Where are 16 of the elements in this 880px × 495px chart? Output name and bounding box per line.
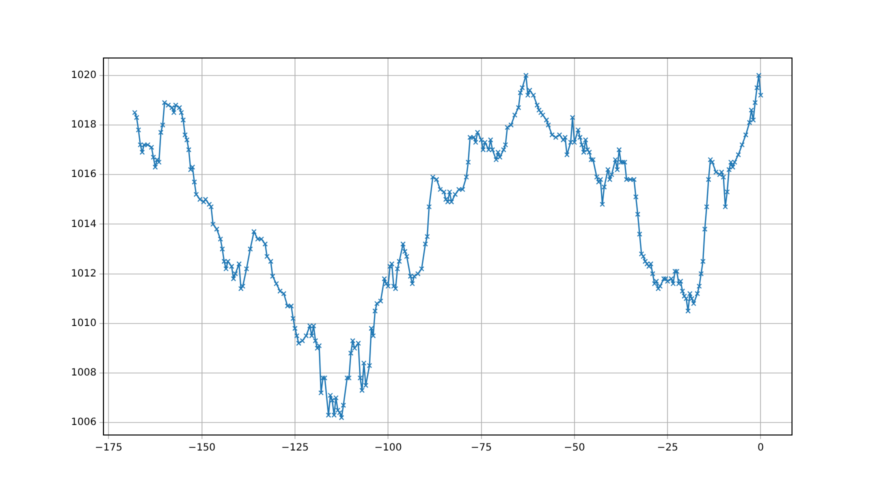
x-tick-label: −50 xyxy=(564,442,585,454)
y-tick-label: 1008 xyxy=(70,368,96,379)
x-tick-label: −150 xyxy=(188,442,216,454)
x-tick-label: −100 xyxy=(374,442,402,454)
y-tick-label: 1010 xyxy=(70,318,96,329)
y-tick-label: 1006 xyxy=(70,417,96,428)
y-tick-label: 1016 xyxy=(70,169,96,180)
y-tick-label: 1014 xyxy=(70,218,96,230)
x-tick-label: −125 xyxy=(281,442,309,454)
y-tick-label: 1018 xyxy=(70,120,96,131)
x-tick-label: −175 xyxy=(94,442,122,454)
y-tick-label: 1012 xyxy=(70,268,96,280)
x-tick-label: −75 xyxy=(470,442,492,454)
y-tick-label: 1020 xyxy=(70,70,96,81)
x-tick-label: −25 xyxy=(657,442,678,454)
x-tick-label: 0 xyxy=(758,442,764,454)
